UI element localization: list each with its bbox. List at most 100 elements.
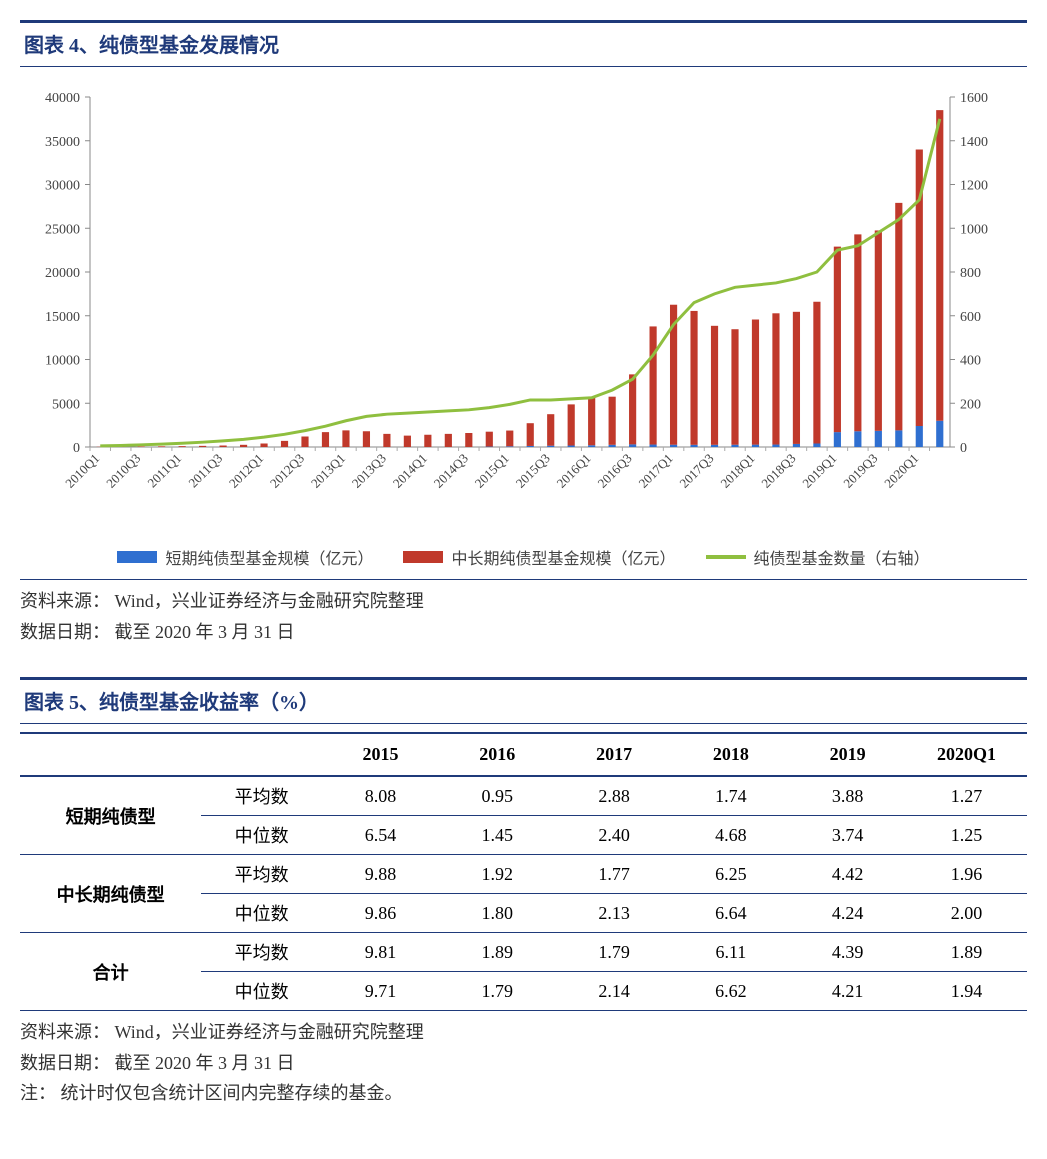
- row-group-label: 短期纯债型: [20, 776, 201, 855]
- value-cell: 6.25: [672, 855, 789, 894]
- svg-text:2011Q3: 2011Q3: [185, 451, 225, 491]
- svg-text:2014Q1: 2014Q1: [390, 451, 430, 491]
- legend-item-long: 中长期纯债型基金规模（亿元）: [403, 545, 675, 569]
- source-label: 资料来源：: [20, 1022, 110, 1042]
- svg-text:1600: 1600: [960, 91, 988, 106]
- value-cell: 4.39: [789, 933, 906, 972]
- legend-swatch-short: [117, 551, 157, 563]
- date-text: 截至 2020 年 3 月 31 日: [115, 1053, 295, 1073]
- source-text: Wind，兴业证券经济与金融研究院整理: [115, 591, 424, 611]
- legend-label-long: 中长期纯债型基金规模（亿元）: [451, 545, 675, 569]
- date-line: 数据日期： 截至 2020 年 3 月 31 日: [20, 1048, 1027, 1079]
- svg-text:5000: 5000: [52, 397, 80, 412]
- chart-legend: 短期纯债型基金规模（亿元） 中长期纯债型基金规模（亿元） 纯债型基金数量（右轴）: [20, 545, 1027, 569]
- date-text: 截至 2020 年 3 月 31 日: [115, 622, 295, 642]
- svg-text:2015Q1: 2015Q1: [472, 451, 512, 491]
- legend-item-count: 纯债型基金数量（右轴）: [706, 545, 930, 569]
- table-header: 2017: [556, 733, 673, 776]
- value-cell: 4.24: [789, 894, 906, 933]
- svg-text:2019Q1: 2019Q1: [799, 451, 839, 491]
- svg-text:2010Q3: 2010Q3: [103, 451, 143, 491]
- value-cell: 3.74: [789, 816, 906, 855]
- svg-text:2015Q3: 2015Q3: [513, 451, 553, 491]
- note-label: 注：: [20, 1083, 56, 1103]
- figure-5-source: 资料来源： Wind，兴业证券经济与金融研究院整理 数据日期： 截至 2020 …: [20, 1010, 1027, 1109]
- svg-text:40000: 40000: [45, 91, 80, 106]
- metric-cell: 平均数: [201, 933, 322, 972]
- svg-text:35000: 35000: [45, 135, 80, 150]
- returns-table: 201520162017201820192020Q1短期纯债型平均数8.080.…: [20, 732, 1027, 1010]
- value-cell: 1.92: [439, 855, 556, 894]
- note-text: 统计时仅包含统计区间内完整存续的基金。: [61, 1083, 403, 1103]
- value-cell: 9.86: [322, 894, 439, 933]
- value-cell: 1.77: [556, 855, 673, 894]
- value-cell: 3.88: [789, 776, 906, 816]
- metric-cell: 中位数: [201, 972, 322, 1011]
- svg-text:2018Q1: 2018Q1: [717, 451, 757, 491]
- value-cell: 6.64: [672, 894, 789, 933]
- value-cell: 1.89: [906, 933, 1027, 972]
- source-line: 资料来源： Wind，兴业证券经济与金融研究院整理: [20, 586, 1027, 617]
- svg-text:2017Q1: 2017Q1: [635, 451, 675, 491]
- svg-text:1400: 1400: [960, 135, 988, 150]
- source-line: 资料来源： Wind，兴业证券经济与金融研究院整理: [20, 1017, 1027, 1048]
- value-cell: 1.79: [556, 933, 673, 972]
- svg-text:1000: 1000: [960, 222, 988, 237]
- value-cell: 6.11: [672, 933, 789, 972]
- date-label: 数据日期：: [20, 622, 110, 642]
- svg-text:2014Q3: 2014Q3: [431, 451, 471, 491]
- svg-text:25000: 25000: [45, 222, 80, 237]
- metric-cell: 平均数: [201, 776, 322, 816]
- value-cell: 1.96: [906, 855, 1027, 894]
- table-row: 短期纯债型平均数8.080.952.881.743.881.27: [20, 776, 1027, 816]
- value-cell: 1.27: [906, 776, 1027, 816]
- value-cell: 0.95: [439, 776, 556, 816]
- figure-4-source: 资料来源： Wind，兴业证券经济与金融研究院整理 数据日期： 截至 2020 …: [20, 579, 1027, 647]
- value-cell: 2.00: [906, 894, 1027, 933]
- svg-text:30000: 30000: [45, 179, 80, 194]
- note-line: 注： 统计时仅包含统计区间内完整存续的基金。: [20, 1078, 1027, 1109]
- value-cell: 2.40: [556, 816, 673, 855]
- figure-4-title: 图表 4、纯债型基金发展情况: [20, 20, 1027, 67]
- source-text: Wind，兴业证券经济与金融研究院整理: [115, 1022, 424, 1042]
- metric-cell: 中位数: [201, 816, 322, 855]
- svg-text:400: 400: [960, 354, 981, 369]
- table-header: [20, 733, 201, 776]
- legend-label-short: 短期纯债型基金规模（亿元）: [165, 545, 373, 569]
- figure-5-table-wrap: 201520162017201820192020Q1短期纯债型平均数8.080.…: [20, 724, 1027, 1010]
- date-label: 数据日期：: [20, 1053, 110, 1073]
- value-cell: 9.71: [322, 972, 439, 1011]
- svg-text:2018Q3: 2018Q3: [758, 451, 798, 491]
- table-header: 2019: [789, 733, 906, 776]
- svg-text:800: 800: [960, 266, 981, 281]
- date-line: 数据日期： 截至 2020 年 3 月 31 日: [20, 617, 1027, 648]
- metric-cell: 平均数: [201, 855, 322, 894]
- figure-4-chart: 0500010000150002000025000300003500040000…: [20, 67, 1027, 579]
- svg-text:15000: 15000: [45, 310, 80, 325]
- svg-text:2013Q3: 2013Q3: [349, 451, 389, 491]
- table-header: 2020Q1: [906, 733, 1027, 776]
- value-cell: 4.68: [672, 816, 789, 855]
- svg-text:1200: 1200: [960, 179, 988, 194]
- value-cell: 6.62: [672, 972, 789, 1011]
- svg-text:2020Q1: 2020Q1: [881, 451, 921, 491]
- value-cell: 1.79: [439, 972, 556, 1011]
- legend-label-count: 纯债型基金数量（右轴）: [754, 545, 930, 569]
- table-header: 2018: [672, 733, 789, 776]
- svg-text:2012Q1: 2012Q1: [226, 451, 266, 491]
- svg-text:2016Q3: 2016Q3: [595, 451, 635, 491]
- svg-text:2011Q1: 2011Q1: [144, 451, 184, 491]
- row-group-label: 中长期纯债型: [20, 855, 201, 933]
- value-cell: 2.14: [556, 972, 673, 1011]
- value-cell: 1.74: [672, 776, 789, 816]
- svg-text:10000: 10000: [45, 354, 80, 369]
- value-cell: 8.08: [322, 776, 439, 816]
- value-cell: 9.81: [322, 933, 439, 972]
- row-group-label: 合计: [20, 933, 201, 1011]
- legend-item-short: 短期纯债型基金规模（亿元）: [117, 545, 373, 569]
- svg-text:600: 600: [960, 310, 981, 325]
- figure-5: 图表 5、纯债型基金收益率（%） 20152016201720182019202…: [20, 677, 1027, 1109]
- value-cell: 2.13: [556, 894, 673, 933]
- svg-text:200: 200: [960, 397, 981, 412]
- figure-5-title: 图表 5、纯债型基金收益率（%）: [20, 677, 1027, 724]
